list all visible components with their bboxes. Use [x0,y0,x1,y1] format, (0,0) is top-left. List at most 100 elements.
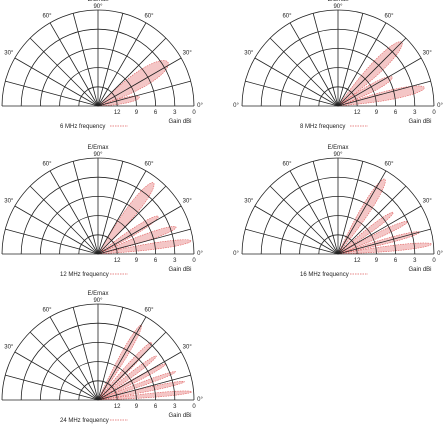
spoke-30 [97,205,182,255]
radiation-lobe-5 [97,355,157,401]
gain-tick-label: 9 [135,258,139,264]
gain-tick-label: 3 [413,258,417,264]
spoke-45 [97,37,167,107]
angle-label-90: 90° [333,4,343,10]
gain-axis-label: Gain dBi [168,267,191,273]
radiation-lobe-3 [97,215,159,255]
legend-label: 8 MHz frequency [300,124,345,130]
angle-label-30-right: 30° [183,51,193,57]
angle-label-60-right: 60° [384,162,394,168]
spoke-120 [289,170,339,255]
spoke-30 [97,57,182,107]
gain-axis-label: Gain dBi [408,267,431,273]
spoke-120 [49,170,99,255]
spoke-150 [14,57,99,107]
angle-label-60-right: 60° [144,308,154,314]
gain-axis-label: Gain dBi [168,119,191,125]
spoke-30 [97,351,182,401]
gain-tick-label: 6 [154,404,158,410]
radiation-lobe-2 [97,380,185,401]
spoke-105 [312,13,339,107]
spoke-45 [337,37,407,107]
spoke-60 [97,316,147,401]
gain-tick-label: 12 [114,404,121,410]
spoke-150 [254,205,339,255]
angle-label-60-right: 60° [384,14,394,20]
emax-label: E/Emax [87,145,108,151]
spoke-45 [97,331,167,401]
spoke-15 [97,228,191,255]
gain-axis-label: Gain dBi [168,413,191,419]
angle-label-30-right: 30° [423,199,433,205]
spoke-75 [337,161,364,255]
angle-label-30-left: 30° [244,51,254,57]
radiation-lobe-4 [97,182,155,255]
emax-label: E/Emax [87,291,108,297]
angle-label-0-left: 0° [233,251,239,257]
radiation-lobe-2 [97,226,177,255]
emax-label: E/Emax [87,0,108,3]
spoke-150 [254,57,339,107]
legend-label: 6 MHz frequency [60,124,105,130]
gain-tick-label: 6 [394,258,398,264]
spoke-45 [97,185,167,255]
spoke-165 [5,374,99,401]
spoke-135 [29,185,99,255]
gain-tick-label: 9 [375,258,379,264]
spoke-60 [337,22,387,107]
spoke-165 [245,80,339,107]
spoke-165 [5,80,99,107]
angle-label-60-right: 60° [144,14,154,20]
spoke-15 [97,80,191,107]
spoke-105 [72,307,99,401]
angle-label-30-right: 30° [423,51,433,57]
gain-tick-label: 9 [135,110,139,116]
spoke-15 [337,228,431,255]
angle-label-90: 90° [93,4,103,10]
gain-tick-label: 0 [192,404,196,410]
gain-tick-label: 12 [114,110,121,116]
legend-label: 24 MHz frequency [60,418,109,424]
emax-label: E/Emax [327,0,348,3]
spoke-45 [337,185,407,255]
radiation-lobe-1 [97,390,193,401]
spoke-60 [337,170,387,255]
radiation-lobe-4 [337,211,394,255]
angle-label-0-right: 0° [437,103,443,109]
gain-tick-label: 9 [375,110,379,116]
radiation-lobe-6 [97,342,153,401]
gain-tick-label: 0 [192,258,196,264]
spoke-120 [49,22,99,107]
angle-label-60-right: 60° [144,162,154,168]
gain-tick-label: 12 [114,258,121,264]
spoke-150 [14,205,99,255]
gain-tick-label: 6 [394,110,398,116]
angle-label-0-left: 0° [233,103,239,109]
angle-label-60-left: 60° [42,308,52,314]
radiation-lobe-1 [337,242,432,255]
spoke-105 [72,13,99,107]
angle-label-0-right: 0° [197,397,203,403]
spoke-15 [337,80,431,107]
legend-label: 12 MHz frequency [60,272,109,278]
spoke-135 [269,37,339,107]
radiation-lobe-3 [97,371,176,401]
gain-tick-label: 3 [413,110,417,116]
spoke-30 [337,205,422,255]
spoke-75 [97,161,124,255]
spoke-150 [14,351,99,401]
spoke-165 [5,228,99,255]
gain-tick-label: 0 [432,110,436,116]
gain-tick-label: 3 [173,110,177,116]
spoke-120 [49,316,99,401]
angle-label-0-right: 0° [197,251,203,257]
spoke-105 [312,161,339,255]
radiation-lobe-5 [337,178,386,255]
radiation-lobe-2 [337,76,393,107]
angle-label-30-right: 30° [183,345,193,351]
